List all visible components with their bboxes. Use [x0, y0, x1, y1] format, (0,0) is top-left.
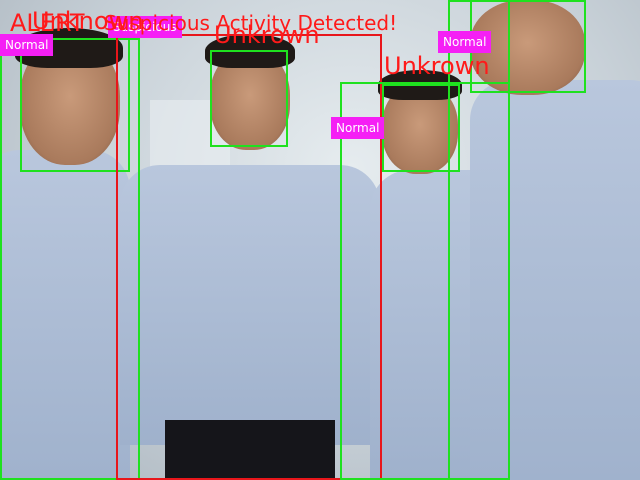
face-label-right-middle: Unkrown — [384, 52, 490, 80]
face-label-center: Unkrown — [214, 21, 320, 49]
alert-text: ALERT — [10, 9, 85, 37]
status-tag-normal: Normal — [0, 34, 54, 56]
person-center-pants — [165, 420, 335, 480]
person-far-right-shirt — [470, 80, 640, 480]
status-tag-suspicious: Suspicious — [108, 16, 182, 38]
face-box-center — [210, 50, 288, 147]
unknown-label-overlap: Unknown — [32, 7, 144, 35]
body-box-suspicious — [116, 34, 382, 480]
status-tag-normal: Normal — [331, 117, 385, 139]
person-center-shirt — [120, 165, 380, 445]
face-box-left — [20, 38, 130, 172]
suspicious-activity-text: Suspicious Activity Detected! — [104, 11, 398, 35]
person-left-shirt — [0, 150, 130, 480]
status-tag-normal: Normal — [438, 31, 492, 53]
